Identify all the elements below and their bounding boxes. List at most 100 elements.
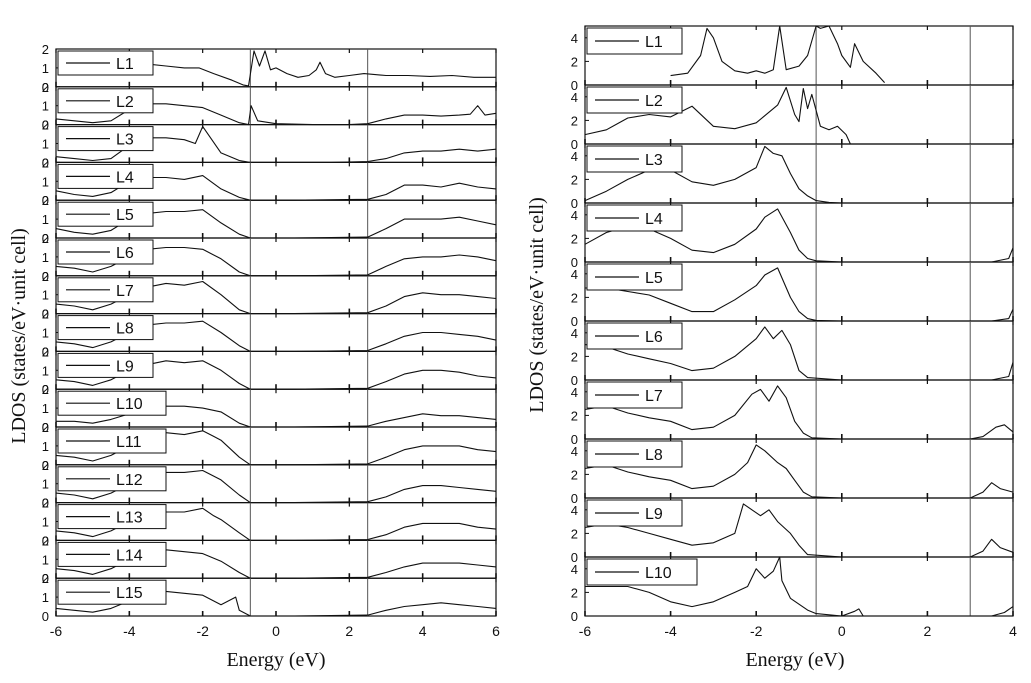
right-legend-box: [586, 558, 698, 586]
left-panel-L7: 0 1 2 L7: [42, 269, 497, 322]
right-y-tick-label: 4: [571, 385, 578, 400]
right-y-tick-label: 2: [571, 408, 578, 423]
right-panel-L5: 0 2 4 L5: [571, 261, 1014, 329]
left-legend-label: L7: [116, 283, 134, 300]
left-y-tick-label: 2: [42, 420, 49, 435]
right-y-tick-label: 4: [571, 444, 578, 459]
right-panel-L9: 0 2 4 L9: [571, 497, 1014, 565]
left-y-tick-label: 1: [42, 137, 49, 152]
right-legend-label: L10: [645, 565, 672, 582]
left-legend-label: L5: [116, 207, 134, 224]
left-panel-group: 012L1012L2012L3012L4012L5012L6012L7012L8…: [42, 42, 500, 639]
left-y-tick-label: 1: [42, 477, 49, 492]
right-y-tick-label: 4: [571, 149, 578, 164]
left-x-axis-label: Energy (eV): [226, 649, 325, 671]
right-x-axis-label: Energy (eV): [745, 649, 844, 671]
left-panel-L11: 0 1 2 L11: [42, 420, 497, 473]
right-y-axis-label: LDOS (states/eV·unit cell): [526, 197, 548, 413]
right-y-tick-label: 0: [571, 609, 578, 624]
right-y-tick-label: 0: [571, 78, 578, 93]
right-y-tick-label: 2: [571, 231, 578, 246]
left-legend-label: L4: [116, 169, 134, 186]
left-y-tick-label: 0: [42, 344, 49, 359]
left-y-tick-label: 1: [42, 61, 49, 76]
left-panel-L15: 0 1 2 L15: [42, 571, 497, 624]
left-y-tick-label: 1: [42, 401, 49, 416]
left-legend-label: L13: [116, 510, 143, 527]
left-y-tick-label: 1: [42, 99, 49, 114]
right-y-tick-label: 2: [571, 290, 578, 305]
right-panel-L2: 0 2 4 L2: [571, 84, 1014, 152]
right-x-tick-label: -6: [579, 623, 592, 639]
left-legend-label: L3: [116, 132, 134, 149]
left-y-tick-label: 0: [42, 571, 49, 586]
left-panel-L5: 0 1 2 L5: [42, 193, 497, 246]
left-y-tick-label: 0: [42, 269, 49, 284]
left-y-tick-label: 2: [42, 155, 49, 170]
right-y-tick-label: 4: [571, 326, 578, 341]
right-y-tick-label: 2: [571, 113, 578, 128]
right-y-tick-label: 2: [571, 54, 578, 69]
right-legend-label: L8: [645, 447, 663, 464]
left-y-tick-label: 0: [42, 193, 49, 208]
left-legend-label: L6: [116, 245, 134, 262]
right-y-tick-label: 0: [571, 491, 578, 506]
right-legend-label: L5: [645, 270, 663, 287]
right-panel-L1: 0 2 4 L1: [571, 25, 1014, 93]
right-y-tick-label: 4: [571, 90, 578, 105]
right-y-tick-label: 0: [571, 196, 578, 211]
right-x-tick-label: -2: [750, 623, 763, 639]
right-y-tick-label: 4: [571, 267, 578, 282]
left-y-tick-label: 2: [42, 533, 49, 548]
left-y-tick-label: 2: [42, 231, 49, 246]
right-y-tick-label: 0: [571, 550, 578, 565]
left-x-tick-label: -4: [123, 623, 136, 639]
left-x-tick-label: -6: [50, 623, 63, 639]
left-y-tick-label: 0: [42, 420, 49, 435]
left-y-tick-label: 0: [42, 307, 49, 322]
left-legend-label: L2: [116, 94, 134, 111]
right-y-tick-label: 2: [571, 585, 578, 600]
left-series-line-L1: [100, 50, 496, 87]
left-y-tick-label: 0: [42, 382, 49, 397]
left-y-tick-label: 0: [42, 80, 49, 95]
right-y-tick-label: 4: [571, 562, 578, 577]
right-panel-L4: 0 2 4 L4: [571, 202, 1014, 270]
left-y-tick-label: 0: [42, 609, 49, 624]
left-y-axis-label: LDOS (states/eV·unit cell): [8, 228, 30, 444]
left-legend-label: L11: [116, 434, 142, 451]
left-y-tick-label: 1: [42, 363, 49, 378]
left-y-tick-label: 1: [42, 174, 49, 189]
right-x-tick-label: 4: [1009, 623, 1017, 639]
right-series-line-L8: [584, 444, 1014, 499]
left-y-tick-label: 2: [42, 344, 49, 359]
left-y-tick-label: 0: [42, 155, 49, 170]
right-legend-label: L3: [645, 152, 663, 169]
left-panel-L14: 0 1 2 L14: [42, 533, 497, 586]
left-panel-L4: 0 1 2 L4: [42, 155, 497, 208]
left-y-tick-label: 1: [42, 288, 49, 303]
left-y-tick-label: 0: [42, 458, 49, 473]
right-y-tick-label: 0: [571, 432, 578, 447]
right-x-tick-label: 0: [838, 623, 846, 639]
right-x-tick-label: -4: [664, 623, 677, 639]
left-legend-label: L15: [116, 585, 143, 602]
right-y-tick-label: 4: [571, 31, 578, 46]
left-x-tick-label: 4: [419, 623, 427, 639]
left-x-tick-label: 6: [492, 623, 500, 639]
left-y-tick-label: 0: [42, 533, 49, 548]
right-y-tick-label: 4: [571, 503, 578, 518]
left-x-tick-label: 2: [345, 623, 353, 639]
left-legend-label: L14: [116, 547, 143, 564]
left-y-tick-label: 2: [42, 269, 49, 284]
left-y-tick-label: 2: [42, 571, 49, 586]
right-series-line-L2: [584, 86, 851, 145]
left-legend-label: L1: [116, 56, 134, 73]
left-y-tick-label: 1: [42, 590, 49, 605]
left-panel-L10: 0 1 2 L10: [42, 382, 497, 435]
right-y-tick-label: 2: [571, 467, 578, 482]
right-series-line-L10: [585, 556, 1014, 617]
right-panel-L7: 0 2 4 L7: [571, 379, 1014, 447]
